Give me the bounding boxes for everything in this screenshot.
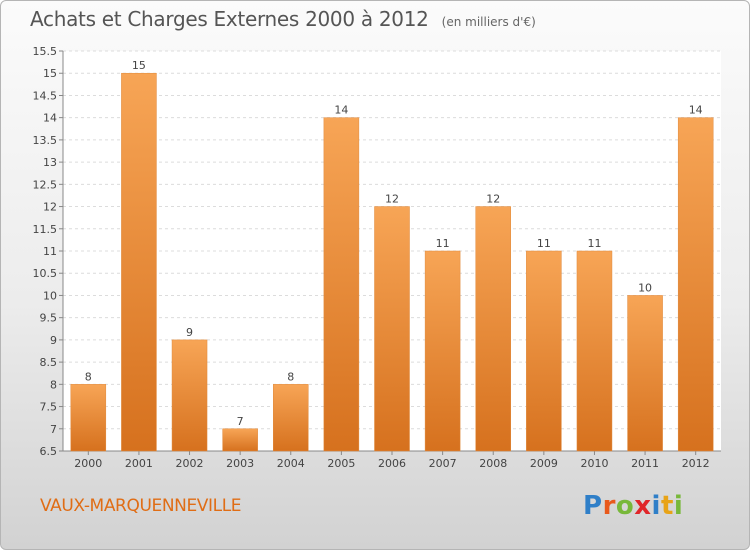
data-label: 11 bbox=[436, 237, 450, 250]
x-tick-label: 2000 bbox=[74, 457, 102, 470]
logo-letter: x bbox=[634, 491, 652, 521]
bar bbox=[526, 250, 562, 452]
y-tick-label: 10 bbox=[43, 289, 57, 302]
y-tick-label: 8 bbox=[50, 378, 57, 391]
logo-letter: P bbox=[583, 491, 603, 521]
data-label: 7 bbox=[237, 415, 244, 428]
bar bbox=[273, 384, 309, 452]
bar bbox=[424, 250, 461, 452]
y-tick-label: 6.5 bbox=[40, 445, 58, 458]
y-tick-label: 11 bbox=[43, 245, 57, 258]
bar bbox=[121, 72, 157, 452]
y-tick-label: 10.5 bbox=[33, 267, 58, 280]
x-tick-label: 2004 bbox=[277, 457, 305, 470]
bars bbox=[70, 72, 714, 452]
logo-letter: i bbox=[673, 491, 684, 521]
y-tick-label: 13 bbox=[43, 156, 57, 169]
x-tick-label: 2007 bbox=[429, 457, 457, 470]
x-tick-label: 2005 bbox=[327, 457, 355, 470]
x-tick-label: 2009 bbox=[530, 457, 558, 470]
data-label: 10 bbox=[638, 281, 652, 294]
commune-name: VAUX-MARQUENNEVILLE bbox=[40, 496, 242, 516]
data-label: 8 bbox=[287, 370, 294, 383]
x-tick-label: 2010 bbox=[580, 457, 608, 470]
y-tick-label: 15 bbox=[43, 67, 57, 80]
logo-letter: i bbox=[651, 491, 661, 521]
labels: 8 2000 15 2001 9 2002 7 2003 8 2004 14 2005 12 2006 11… bbox=[74, 59, 709, 470]
proxiti-logo: Proxiti bbox=[583, 491, 683, 521]
bar bbox=[323, 117, 360, 452]
y-tick-label: 15.5 bbox=[33, 45, 58, 58]
data-label: 15 bbox=[132, 59, 146, 72]
bar bbox=[475, 206, 511, 452]
logo-letter: o bbox=[615, 491, 635, 521]
x-tick-label: 2002 bbox=[176, 457, 204, 470]
y-tick-label: 12 bbox=[43, 201, 57, 214]
y-tick-label: 7.5 bbox=[40, 401, 58, 414]
x-tick-label: 2001 bbox=[125, 457, 153, 470]
x-tick-label: 2011 bbox=[631, 457, 659, 470]
data-label: 12 bbox=[385, 193, 399, 206]
y-tick-label: 12.5 bbox=[33, 178, 58, 191]
logo-letter: r bbox=[602, 491, 616, 521]
data-label: 9 bbox=[186, 326, 193, 339]
chart-unit: (en milliers d'€) bbox=[441, 15, 536, 29]
x-tick-label: 2006 bbox=[378, 457, 406, 470]
y-tick-label: 11.5 bbox=[33, 223, 58, 236]
bar bbox=[627, 295, 663, 452]
data-label: 14 bbox=[334, 104, 348, 117]
y-tick-label: 8.5 bbox=[40, 356, 58, 369]
data-label: 8 bbox=[85, 370, 92, 383]
x-tick-label: 2003 bbox=[226, 457, 254, 470]
bar bbox=[171, 339, 208, 452]
chart-header: Achats et Charges Externes 2000 à 2012 (… bbox=[30, 7, 536, 31]
data-label: 11 bbox=[587, 237, 601, 250]
chart-title: Achats et Charges Externes 2000 à 2012 bbox=[30, 7, 429, 31]
logo-letter: t bbox=[660, 491, 674, 521]
data-label: 11 bbox=[537, 237, 551, 250]
data-label: 12 bbox=[486, 193, 500, 206]
y-tick-label: 7 bbox=[50, 423, 57, 436]
bar bbox=[374, 206, 410, 452]
bar bbox=[70, 384, 107, 452]
y-tick-label: 14 bbox=[43, 112, 57, 125]
y-tick-label: 9.5 bbox=[40, 312, 58, 325]
y-tick-label: 14.5 bbox=[33, 89, 58, 102]
bar bbox=[677, 117, 714, 452]
y-tick-label: 13.5 bbox=[33, 134, 58, 147]
bar bbox=[576, 250, 613, 452]
x-tick-label: 2012 bbox=[682, 457, 710, 470]
bar bbox=[222, 428, 258, 452]
data-label: 14 bbox=[689, 104, 703, 117]
y-tick-label: 9 bbox=[50, 334, 57, 347]
x-tick-label: 2008 bbox=[479, 457, 507, 470]
